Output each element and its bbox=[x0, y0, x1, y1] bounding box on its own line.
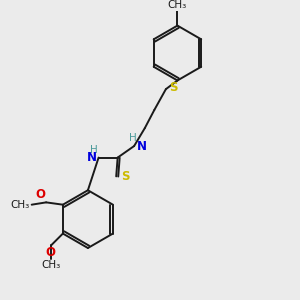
Text: CH₃: CH₃ bbox=[42, 260, 61, 270]
Text: N: N bbox=[137, 140, 147, 152]
Text: N: N bbox=[87, 151, 97, 164]
Text: S: S bbox=[169, 81, 178, 94]
Text: H: H bbox=[129, 133, 136, 142]
Text: O: O bbox=[35, 188, 45, 201]
Text: O: O bbox=[46, 246, 56, 259]
Text: CH₃: CH₃ bbox=[168, 0, 187, 10]
Text: H: H bbox=[89, 145, 97, 155]
Text: CH₃: CH₃ bbox=[10, 200, 29, 210]
Text: S: S bbox=[122, 170, 130, 183]
